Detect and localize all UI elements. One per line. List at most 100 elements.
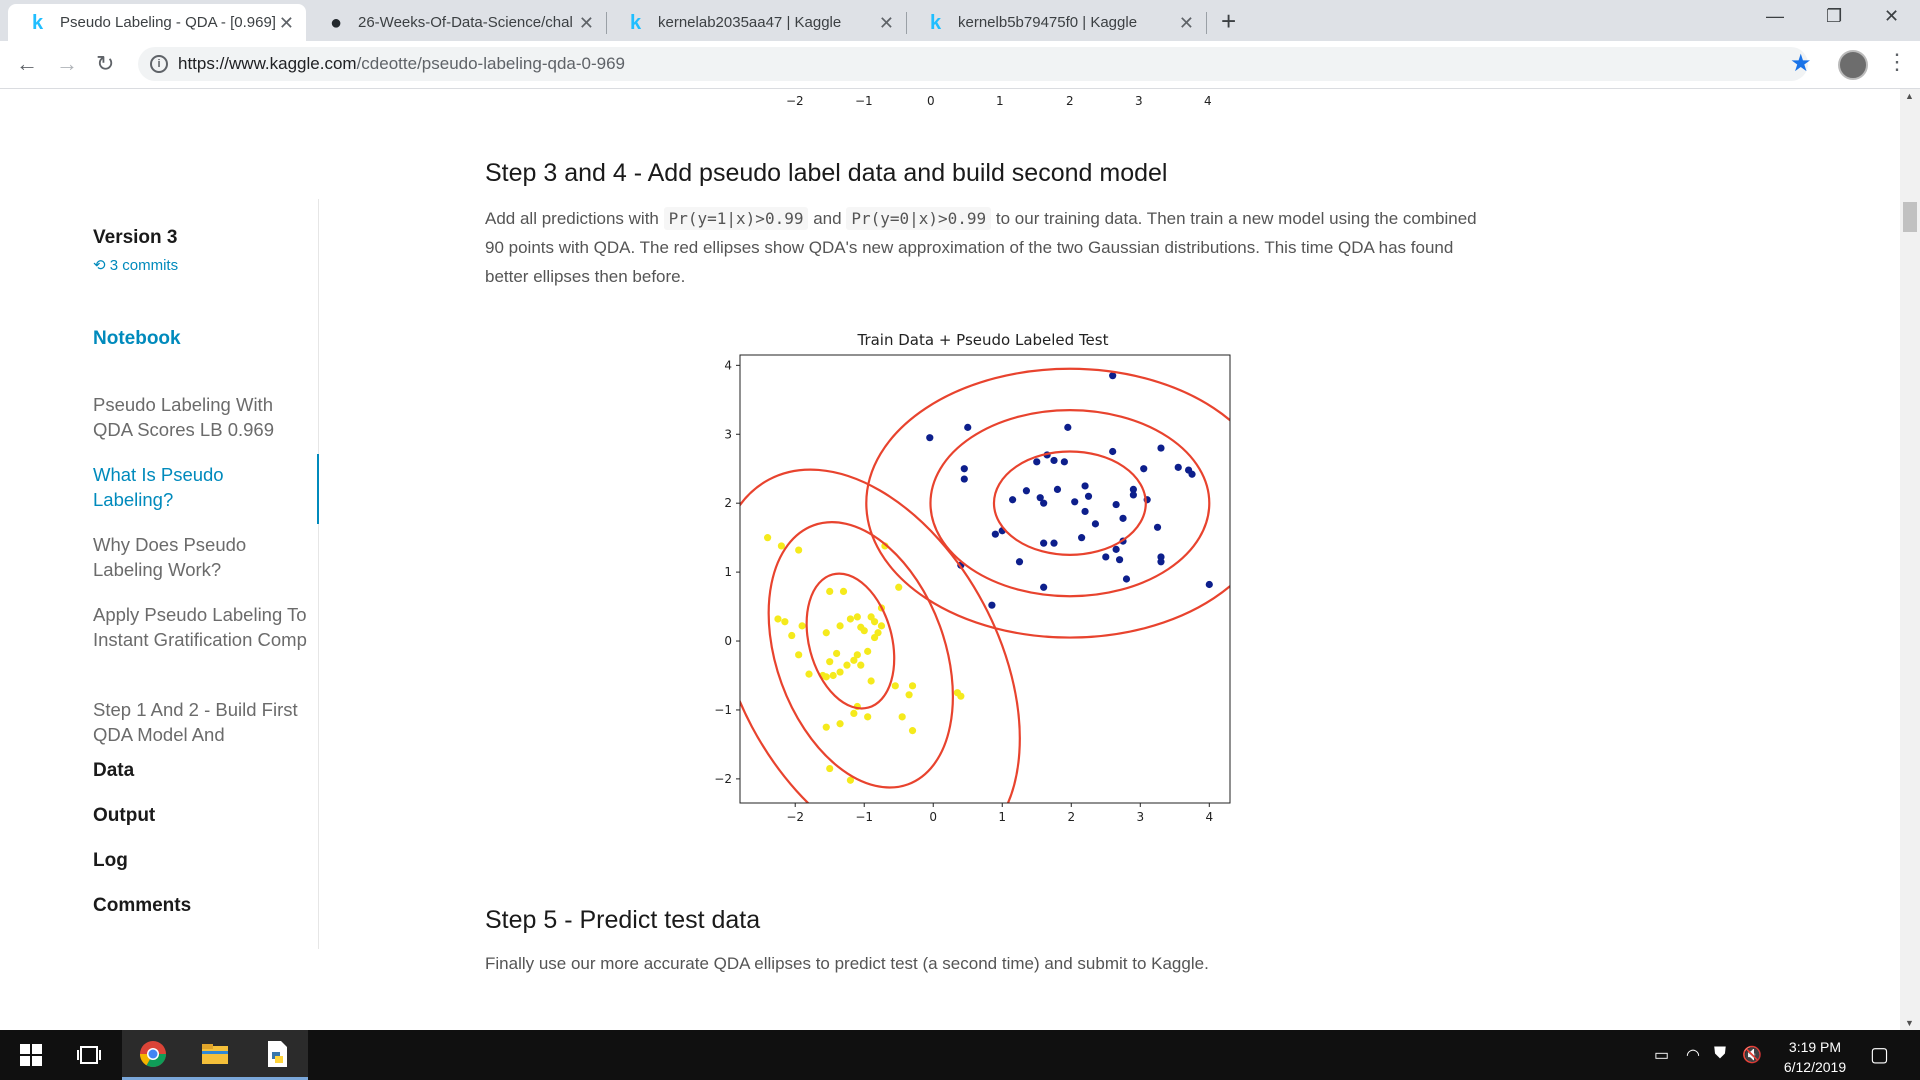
- history-icon: ⟲: [93, 257, 106, 274]
- url-host: https://www.kaggle.com: [178, 54, 357, 73]
- data-point-yellow: [857, 661, 865, 669]
- avatar[interactable]: [1838, 50, 1868, 80]
- task-view-icon[interactable]: [58, 1030, 120, 1080]
- notifications-icon[interactable]: ▢: [1870, 1044, 1889, 1066]
- data-point-navy: [1009, 496, 1017, 504]
- reload-icon[interactable]: ↻: [96, 51, 115, 76]
- data-point-navy: [1091, 520, 1100, 528]
- data-point-yellow: [788, 631, 796, 640]
- x-tick-label: −1: [855, 810, 873, 824]
- sidebar-log[interactable]: Log: [93, 850, 128, 871]
- tab-title: kernelab2035aa47 | Kaggle: [658, 14, 842, 31]
- scroll-down-icon[interactable]: ▼: [1905, 1018, 1914, 1028]
- para-text: and: [813, 209, 842, 228]
- data-point-yellow: [836, 622, 844, 630]
- kaggle-icon: k: [930, 11, 942, 34]
- data-point-navy: [1174, 463, 1182, 471]
- back-icon[interactable]: ←: [16, 51, 38, 76]
- close-icon[interactable]: ✕: [278, 13, 294, 33]
- data-point-yellow: [881, 542, 889, 550]
- bookmark-star-icon[interactable]: ★: [1790, 50, 1812, 77]
- data-point-yellow: [839, 587, 848, 596]
- tab-separator: [1206, 12, 1207, 34]
- url-path: /cdeotte/pseudo-labeling-qda-0-969: [356, 54, 625, 73]
- battery-icon[interactable]: ▭: [1654, 1047, 1670, 1064]
- commits-label: 3 commits: [109, 257, 179, 274]
- tab-title: kernelb5b79475f0 | Kaggle: [958, 14, 1138, 31]
- y-tick-label: 0: [724, 634, 732, 648]
- inline-code: Pr(y=1|x)>0.99: [663, 207, 809, 230]
- sidebar-item-why-does-pseudo-labeling-work[interactable]: Why Does Pseudo Labeling Work?: [93, 534, 247, 580]
- python-file-icon[interactable]: [246, 1030, 308, 1080]
- close-icon[interactable]: ✕: [578, 13, 594, 33]
- data-point-yellow: [798, 622, 806, 630]
- plot-area: [740, 367, 1230, 803]
- sidebar-item-apply-pseudo-labeling[interactable]: Apply Pseudo Labeling To Instant Gratifi…: [93, 604, 307, 650]
- tab-kernel-b[interactable]: k kernelb5b79475f0 | Kaggle ✕: [906, 4, 1206, 41]
- minimize-icon[interactable]: —: [1766, 6, 1784, 26]
- gaussian-ellipse: [740, 468, 1021, 803]
- data-point-yellow: [870, 633, 879, 642]
- tab-kernel-a[interactable]: k kernelab2035aa47 | Kaggle ✕: [606, 4, 906, 41]
- sidebar-item-what-is-pseudo-labeling[interactable]: What Is Pseudo Labeling?: [93, 464, 224, 510]
- restore-icon[interactable]: ❐: [1826, 6, 1843, 26]
- y-tick-label: 1: [724, 565, 732, 579]
- tick-label: −2: [786, 94, 804, 108]
- shield-icon[interactable]: ⛊: [1714, 1045, 1727, 1062]
- data-point-navy: [960, 475, 968, 483]
- gaussian-ellipse: [805, 572, 896, 710]
- data-point-yellow: [795, 651, 803, 659]
- data-point-navy: [1071, 498, 1079, 506]
- scrollbar-thumb[interactable]: [1903, 202, 1917, 232]
- data-point-navy: [1102, 553, 1110, 561]
- system-clock[interactable]: 3:19 PM 6/12/2019: [1770, 1037, 1860, 1077]
- windows-start-icon[interactable]: [0, 1030, 62, 1080]
- commits-link[interactable]: ⟲ 3 commits: [93, 256, 178, 274]
- forward-icon[interactable]: →: [56, 51, 78, 76]
- data-point-navy: [1081, 507, 1089, 516]
- address-bar[interactable]: i https://www.kaggle.com/cdeotte/pseudo-…: [138, 47, 1812, 81]
- data-point-yellow: [870, 618, 879, 626]
- data-point-yellow: [822, 723, 830, 731]
- close-icon[interactable]: ✕: [1178, 13, 1194, 33]
- data-point-navy: [1205, 580, 1213, 589]
- gaussian-ellipse: [767, 521, 954, 789]
- wifi-icon[interactable]: ◠: [1686, 1047, 1700, 1064]
- page-content: −2 −1 0 1 2 3 4 Version 3 ⟲ 3 commits No…: [0, 89, 1900, 1030]
- tab-pseudo-labeling[interactable]: k Pseudo Labeling - QDA - [0.969] ✕: [8, 4, 306, 41]
- tick-label: 0: [927, 94, 935, 108]
- sidebar-notebook[interactable]: Notebook: [93, 328, 181, 349]
- close-icon[interactable]: ✕: [878, 13, 894, 33]
- y-tick-label: 4: [724, 358, 732, 372]
- info-icon[interactable]: i: [150, 55, 168, 73]
- data-point-yellow: [826, 658, 834, 666]
- file-explorer-icon[interactable]: [184, 1030, 246, 1080]
- close-window-icon[interactable]: ✕: [1884, 6, 1900, 26]
- data-point-yellow: [846, 615, 855, 623]
- menu-icon[interactable]: ⋮: [1886, 49, 1908, 74]
- scroll-up-icon[interactable]: ▲: [1905, 91, 1914, 101]
- data-point-navy: [926, 434, 934, 442]
- sidebar-data[interactable]: Data: [93, 760, 135, 781]
- data-point-yellow: [795, 546, 803, 554]
- sidebar-item-step-1-and-2[interactable]: Step 1 And 2 - Build First QDA Model And: [93, 699, 298, 745]
- data-point-yellow: [822, 629, 830, 637]
- sidebar-output[interactable]: Output: [93, 805, 156, 826]
- data-point-yellow: [853, 613, 861, 621]
- github-icon: ●: [330, 11, 343, 34]
- data-point-yellow: [829, 671, 837, 680]
- y-tick-label: 3: [724, 427, 732, 441]
- inline-code: Pr(y=0|x)>0.99: [846, 207, 992, 230]
- tab-github[interactable]: ● 26-Weeks-Of-Data-Science/chall ✕: [306, 4, 606, 41]
- data-point-navy: [1015, 558, 1024, 566]
- sidebar-item-pseudo-labeling-with-qda[interactable]: Pseudo Labeling With QDA Scores LB 0.969: [93, 394, 274, 440]
- page-scrollbar[interactable]: ▲ ▼: [1900, 89, 1920, 1030]
- url-text[interactable]: https://www.kaggle.com/cdeotte/pseudo-la…: [178, 54, 625, 74]
- chrome-icon[interactable]: [122, 1030, 184, 1080]
- sidebar-comments[interactable]: Comments: [93, 895, 192, 916]
- volume-muted-icon[interactable]: 🔇: [1742, 1047, 1762, 1064]
- x-tick-label: 2: [1067, 810, 1075, 824]
- data-point-navy: [960, 465, 968, 473]
- data-point-navy: [1081, 482, 1089, 490]
- new-tab-button[interactable]: +: [1221, 6, 1237, 36]
